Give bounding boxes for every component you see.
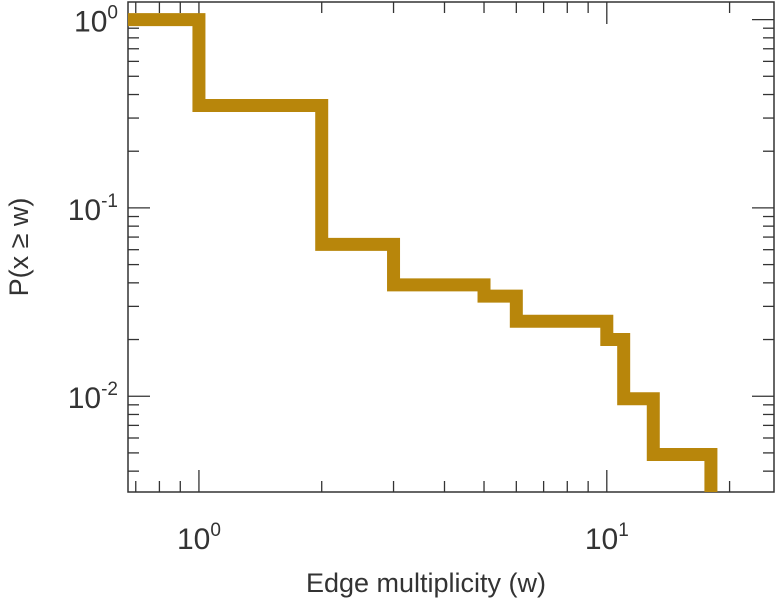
y-tick-label: 10-2: [68, 379, 118, 415]
tick-labels: 100 101 100 10-1 10-2: [68, 3, 629, 556]
series-step-line: [128, 13, 718, 492]
x-tick-label: 101: [585, 520, 629, 556]
y-tick-label: 10-1: [68, 191, 118, 227]
y-tick-label: 100: [74, 3, 118, 39]
tick-marks: [128, 2, 774, 492]
y-axis-title: P(x ≥ w): [4, 198, 34, 297]
x-axis-title: Edge multiplicity (w): [306, 568, 546, 598]
plot-frame: [127, 1, 775, 493]
x-tick-label: 100: [177, 520, 221, 556]
